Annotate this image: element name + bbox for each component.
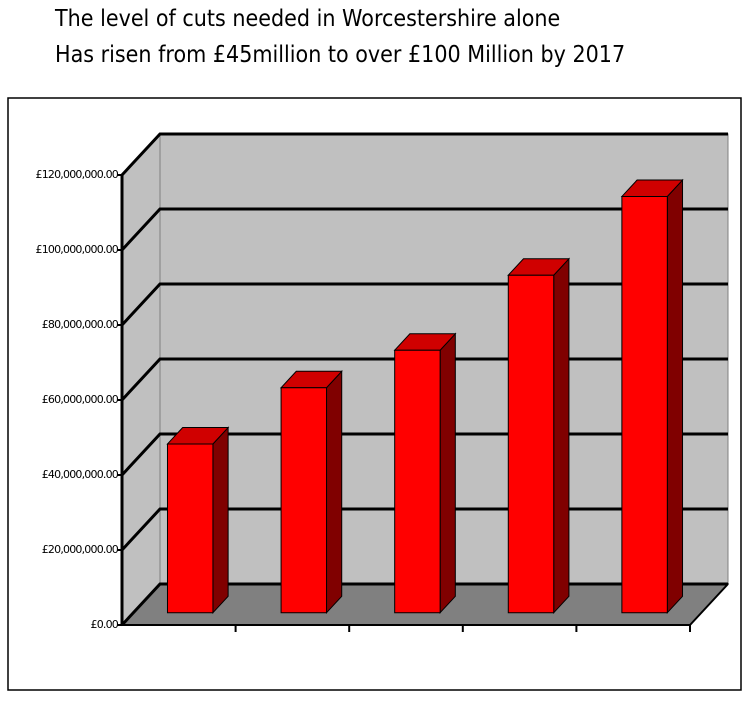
y-tick-label: £40,000,000.00 [42, 468, 119, 481]
chart-frame [7, 97, 742, 691]
y-tick-label: £60,000,000.00 [42, 393, 119, 406]
bar-side [439, 332, 456, 614]
bar-side [666, 178, 684, 614]
bar [507, 274, 555, 614]
y-tick-label: £20,000,000.00 [42, 543, 119, 556]
grid-line [120, 132, 728, 177]
y-tick-label: £0.00 [91, 618, 119, 631]
bar [166, 443, 214, 614]
floor-edge [689, 583, 729, 626]
bar [280, 387, 328, 614]
bar [394, 349, 441, 614]
y-tick-label: £120,000,000.00 [36, 168, 119, 181]
chart-subtitle: Has risen from £45million to over £100 M… [55, 42, 626, 68]
bar-side [326, 370, 343, 614]
bar-side [553, 257, 570, 614]
bar [621, 195, 668, 614]
grid-line [120, 207, 728, 252]
bar-side [212, 426, 229, 614]
y-tick-label: £100,000,000.00 [36, 243, 119, 256]
y-tick-label: £80,000,000.00 [42, 318, 119, 331]
chart-title: The level of cuts needed in Worcestershi… [55, 6, 561, 32]
